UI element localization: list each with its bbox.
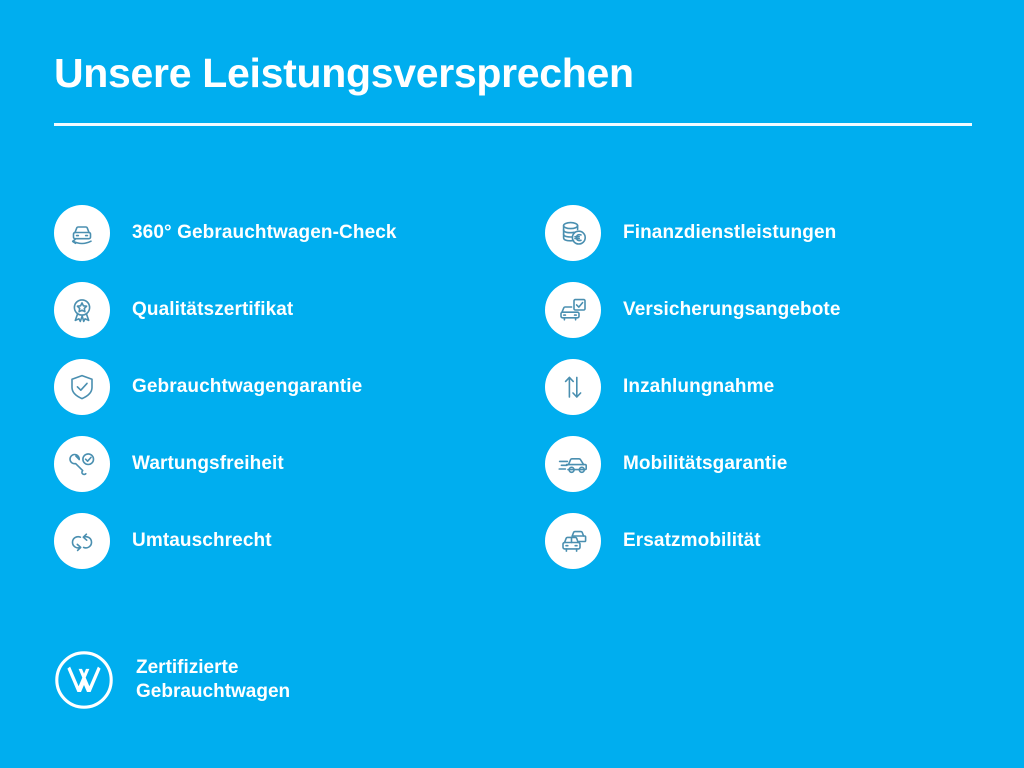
brand-footer: Zertifizierte Gebrauchtwagen bbox=[54, 650, 290, 710]
car-360-check-icon bbox=[54, 205, 110, 261]
brand-line-2: Gebrauchtwagen bbox=[136, 681, 291, 702]
exchange-arrows-icon bbox=[54, 513, 110, 569]
promises-container: 360° Gebrauchtwagen-Check Qualitätszerti… bbox=[54, 203, 972, 571]
promise-label: Gebrauchtwagengarantie bbox=[132, 376, 363, 397]
promise-item-finanzdienstleistungen[interactable]: Finanzdienstleistungen bbox=[545, 203, 972, 263]
promise-item-wartungsfreiheit[interactable]: Wartungsfreiheit bbox=[54, 434, 481, 494]
title-divider bbox=[54, 123, 972, 127]
promise-label: Qualitätszertifikat bbox=[132, 299, 294, 320]
up-down-arrows-icon bbox=[545, 359, 601, 415]
coins-euro-icon bbox=[545, 205, 601, 261]
promise-item-gebrauchtwagengarantie[interactable]: Gebrauchtwagengarantie bbox=[54, 357, 481, 417]
slide-header: Unsere Leistungsversprechen bbox=[54, 50, 972, 127]
page-title: Unsere Leistungsversprechen bbox=[54, 50, 634, 96]
quality-rosette-icon bbox=[54, 282, 110, 338]
shield-check-icon bbox=[54, 359, 110, 415]
car-motion-icon bbox=[545, 436, 601, 492]
brand-line-1: Zertifizierte bbox=[136, 656, 239, 678]
promise-item-ersatzmobilitaet[interactable]: Ersatzmobilität bbox=[545, 511, 972, 571]
promise-label: Mobilitätsgarantie bbox=[623, 453, 788, 474]
promise-item-inzahlungnahme[interactable]: Inzahlungnahme bbox=[545, 357, 972, 417]
promises-right-column: Finanzdienstleistungen Versicheru bbox=[545, 203, 972, 571]
two-cars-icon bbox=[545, 513, 601, 569]
promise-label: Finanzdienstleistungen bbox=[623, 222, 837, 243]
promise-item-versicherungsangebote[interactable]: Versicherungsangebote bbox=[545, 280, 972, 340]
promise-item-mobilitaetsgarantie[interactable]: Mobilitätsgarantie bbox=[545, 434, 972, 494]
promise-item-qualitaetszertifikat[interactable]: Qualitätszertifikat bbox=[54, 280, 481, 340]
volkswagen-logo bbox=[54, 650, 114, 710]
promise-item-umtauschrecht[interactable]: Umtauschrecht bbox=[54, 511, 481, 571]
promise-label: Ersatzmobilität bbox=[623, 530, 761, 551]
promise-label: Wartungsfreiheit bbox=[132, 453, 284, 474]
promise-label: Umtauschrecht bbox=[132, 530, 272, 551]
promise-label: Versicherungsangebote bbox=[623, 299, 841, 320]
promise-item-gebrauchtwagen-check[interactable]: 360° Gebrauchtwagen-Check bbox=[54, 203, 481, 263]
wrench-check-icon bbox=[54, 436, 110, 492]
promises-left-column: 360° Gebrauchtwagen-Check Qualitätszerti… bbox=[54, 203, 481, 571]
car-document-check-icon bbox=[545, 282, 601, 338]
brand-text: Zertifizierte Gebrauchtwagen bbox=[136, 656, 290, 705]
promise-label: 360° Gebrauchtwagen-Check bbox=[132, 222, 397, 243]
promise-label: Inzahlungnahme bbox=[623, 376, 775, 397]
